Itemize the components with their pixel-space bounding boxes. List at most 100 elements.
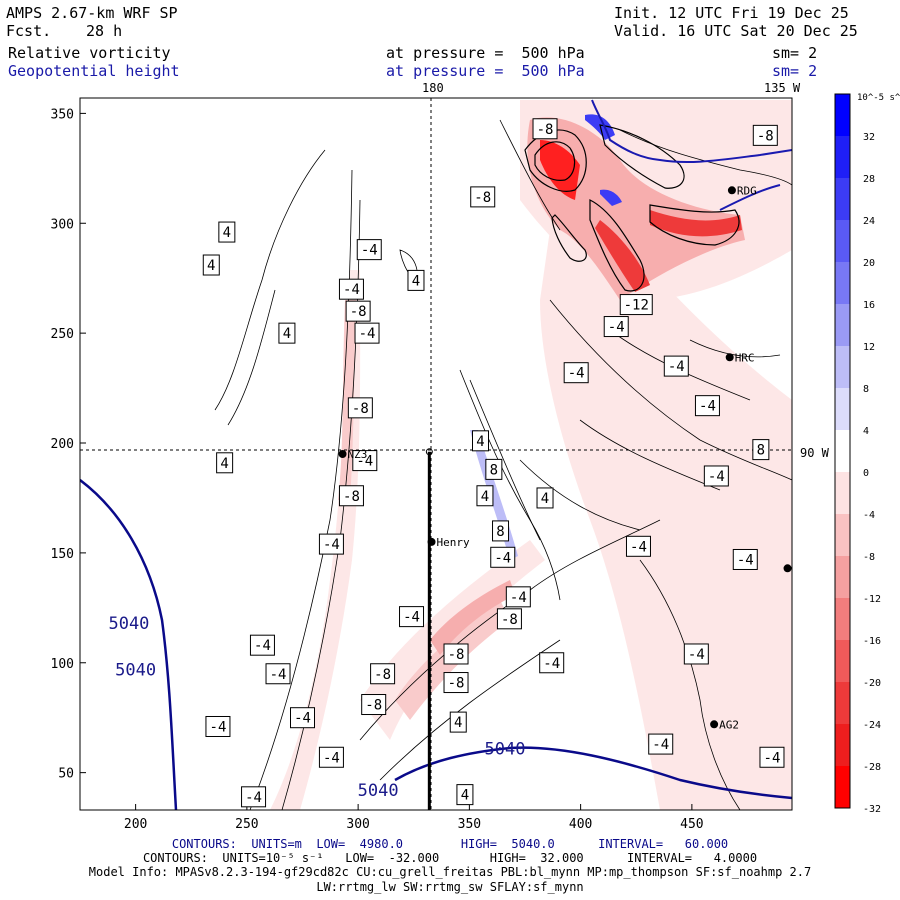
vorticity-label-box xyxy=(265,663,291,685)
vorticity-label: -4 xyxy=(265,663,291,685)
vorticity-label-box xyxy=(536,487,554,509)
vorticity-label: -8 xyxy=(345,300,371,322)
vorticity-label-box xyxy=(703,465,729,487)
vorticity-label-text: -8 xyxy=(350,304,367,320)
vorticity-label-text: -4 xyxy=(568,366,585,382)
vorticity-label-text: -4 xyxy=(361,243,378,259)
vorticity-label: 4 xyxy=(202,254,220,276)
vorticity-label: -4 xyxy=(249,634,275,656)
chart-overlays: 5040 5040 5040 5040 -8 -8 -8 4 -4 4 4 -4 -8 -4 4 -12 -4 -… xyxy=(108,118,792,810)
height-contour-info: CONTOURS: UNITS=m LOW= 4980.0 HIGH= 5040… xyxy=(171,837,729,851)
vorticity-label-box xyxy=(490,546,516,568)
vorticity-label: 4 xyxy=(216,452,234,474)
coastline xyxy=(591,99,792,164)
forecast-hours: 28 h xyxy=(86,22,123,40)
vorticity-label-box xyxy=(563,362,589,384)
smoothing-2: sm= 2 xyxy=(772,62,818,80)
vorticity-label: -4 xyxy=(356,239,382,261)
colorbar-segment xyxy=(835,262,850,305)
colorbar-segment xyxy=(835,682,850,725)
vorticity-label-box xyxy=(532,118,558,140)
lon-180-label: 180 xyxy=(422,81,444,95)
y-tick-label: 200 xyxy=(51,437,74,452)
height-contours xyxy=(80,479,792,810)
vorticity-label: -12 xyxy=(619,294,653,316)
vorticity-label: -8 xyxy=(370,663,396,685)
vorticity-label-box xyxy=(619,294,653,316)
vorticity-label: -4 xyxy=(683,643,709,665)
vorticity-label-box xyxy=(354,322,380,344)
colorbar-label: 4 xyxy=(863,426,869,437)
station-marker xyxy=(725,353,734,362)
vorticity-label: 4 xyxy=(278,322,296,344)
vorticity-label-text: -8 xyxy=(374,667,391,683)
colorbar-segment xyxy=(835,598,850,641)
colorbar-segment xyxy=(835,136,850,179)
init-time: Init. 12 UTC Fri 19 Dec 25 xyxy=(614,4,849,22)
coastline-segment xyxy=(719,184,781,211)
vorticity-label: -8 xyxy=(532,118,558,140)
vorticity-label: 4 xyxy=(536,487,554,509)
vorticity-label-box xyxy=(625,535,651,557)
vorticity-label: 4 xyxy=(449,711,467,733)
vorticity-label-box xyxy=(361,694,387,716)
vorticity-label: -8 xyxy=(338,485,364,507)
vorticity-label-text: 4 xyxy=(461,788,469,804)
colorbar-label: -16 xyxy=(863,636,881,647)
vorticity-label-box xyxy=(347,397,373,419)
vorticity-label-box xyxy=(205,715,231,737)
vorticity-label: -4 xyxy=(352,450,378,472)
colorbar-segment xyxy=(835,388,850,431)
vorticity-label: 8 xyxy=(485,458,503,480)
vorticity-label-box xyxy=(683,643,709,665)
vorticity-label: -4 xyxy=(694,395,720,417)
vorticity-label-text: -8 xyxy=(352,401,369,417)
vorticity-label-text: 8 xyxy=(757,443,765,459)
vorticity-label-box xyxy=(496,608,522,630)
colorbar-label: 16 xyxy=(863,300,875,311)
vorticity-label-text: 4 xyxy=(283,326,291,342)
vorticity-label: -4 xyxy=(205,715,231,737)
colorbar-unit: 10^-5 s^-1 xyxy=(857,93,900,103)
vorticity-label-text: -4 xyxy=(699,399,716,415)
vorticity-label-text: -8 xyxy=(365,698,382,714)
x-axis: 200 250 300 350 400 450 xyxy=(124,804,704,832)
height-contour-label: 5040 xyxy=(358,781,399,801)
vorticity-label-text: -4 xyxy=(630,539,647,555)
vorticity-label-text: 4 xyxy=(412,273,420,289)
vorticity-label-text: -4 xyxy=(510,590,527,606)
lon-135w-label: 135 W xyxy=(764,81,801,95)
lon-90w-label: 90 W xyxy=(800,446,829,460)
colorbar: 10^-5 s^-1 32 28 24 20 16 12 8 4 0 -4 -8 -12 -16 -20 -2… xyxy=(834,93,900,815)
vorticity-label-box xyxy=(407,269,425,291)
vorticity-label-text: -4 xyxy=(494,550,511,566)
vorticity-label-text: -4 xyxy=(343,282,360,298)
vorticity-label-text: -4 xyxy=(608,320,625,336)
colorbar-label: -32 xyxy=(863,804,881,815)
vorticity-label-text: -4 xyxy=(708,469,725,485)
vorticity-label-text: 8 xyxy=(496,524,504,540)
x-tick-label: 400 xyxy=(569,817,592,832)
colorbar-label: -4 xyxy=(863,510,875,521)
vorticity-label-box xyxy=(216,452,234,474)
colorbar-segment xyxy=(835,640,850,683)
station-marker xyxy=(783,564,792,573)
vorticity-label-text: -8 xyxy=(474,190,491,206)
vorticity-label: 4 xyxy=(456,784,474,806)
vorticity-label-text: -4 xyxy=(764,750,781,766)
colorbar-segment xyxy=(835,346,850,389)
vorticity-label: -8 xyxy=(443,643,469,665)
height-contour-label: 5040 xyxy=(115,660,156,680)
vorticity-label-text: -4 xyxy=(359,326,376,342)
vorticity-label-text: -4 xyxy=(403,610,420,626)
field-height: Geopotential height xyxy=(8,62,180,80)
colorbar-label: 20 xyxy=(863,258,875,269)
cross-section-endpoint xyxy=(425,448,433,456)
vorticity-label: -8 xyxy=(361,694,387,716)
colorbar-label: -20 xyxy=(863,678,881,689)
vorticity-label-text: -4 xyxy=(210,719,227,735)
vorticity-label: 4 xyxy=(472,430,489,452)
strong-vorticity-clusters xyxy=(527,114,745,300)
station-marker xyxy=(710,720,719,729)
vorticity-label: -4 xyxy=(399,606,425,628)
